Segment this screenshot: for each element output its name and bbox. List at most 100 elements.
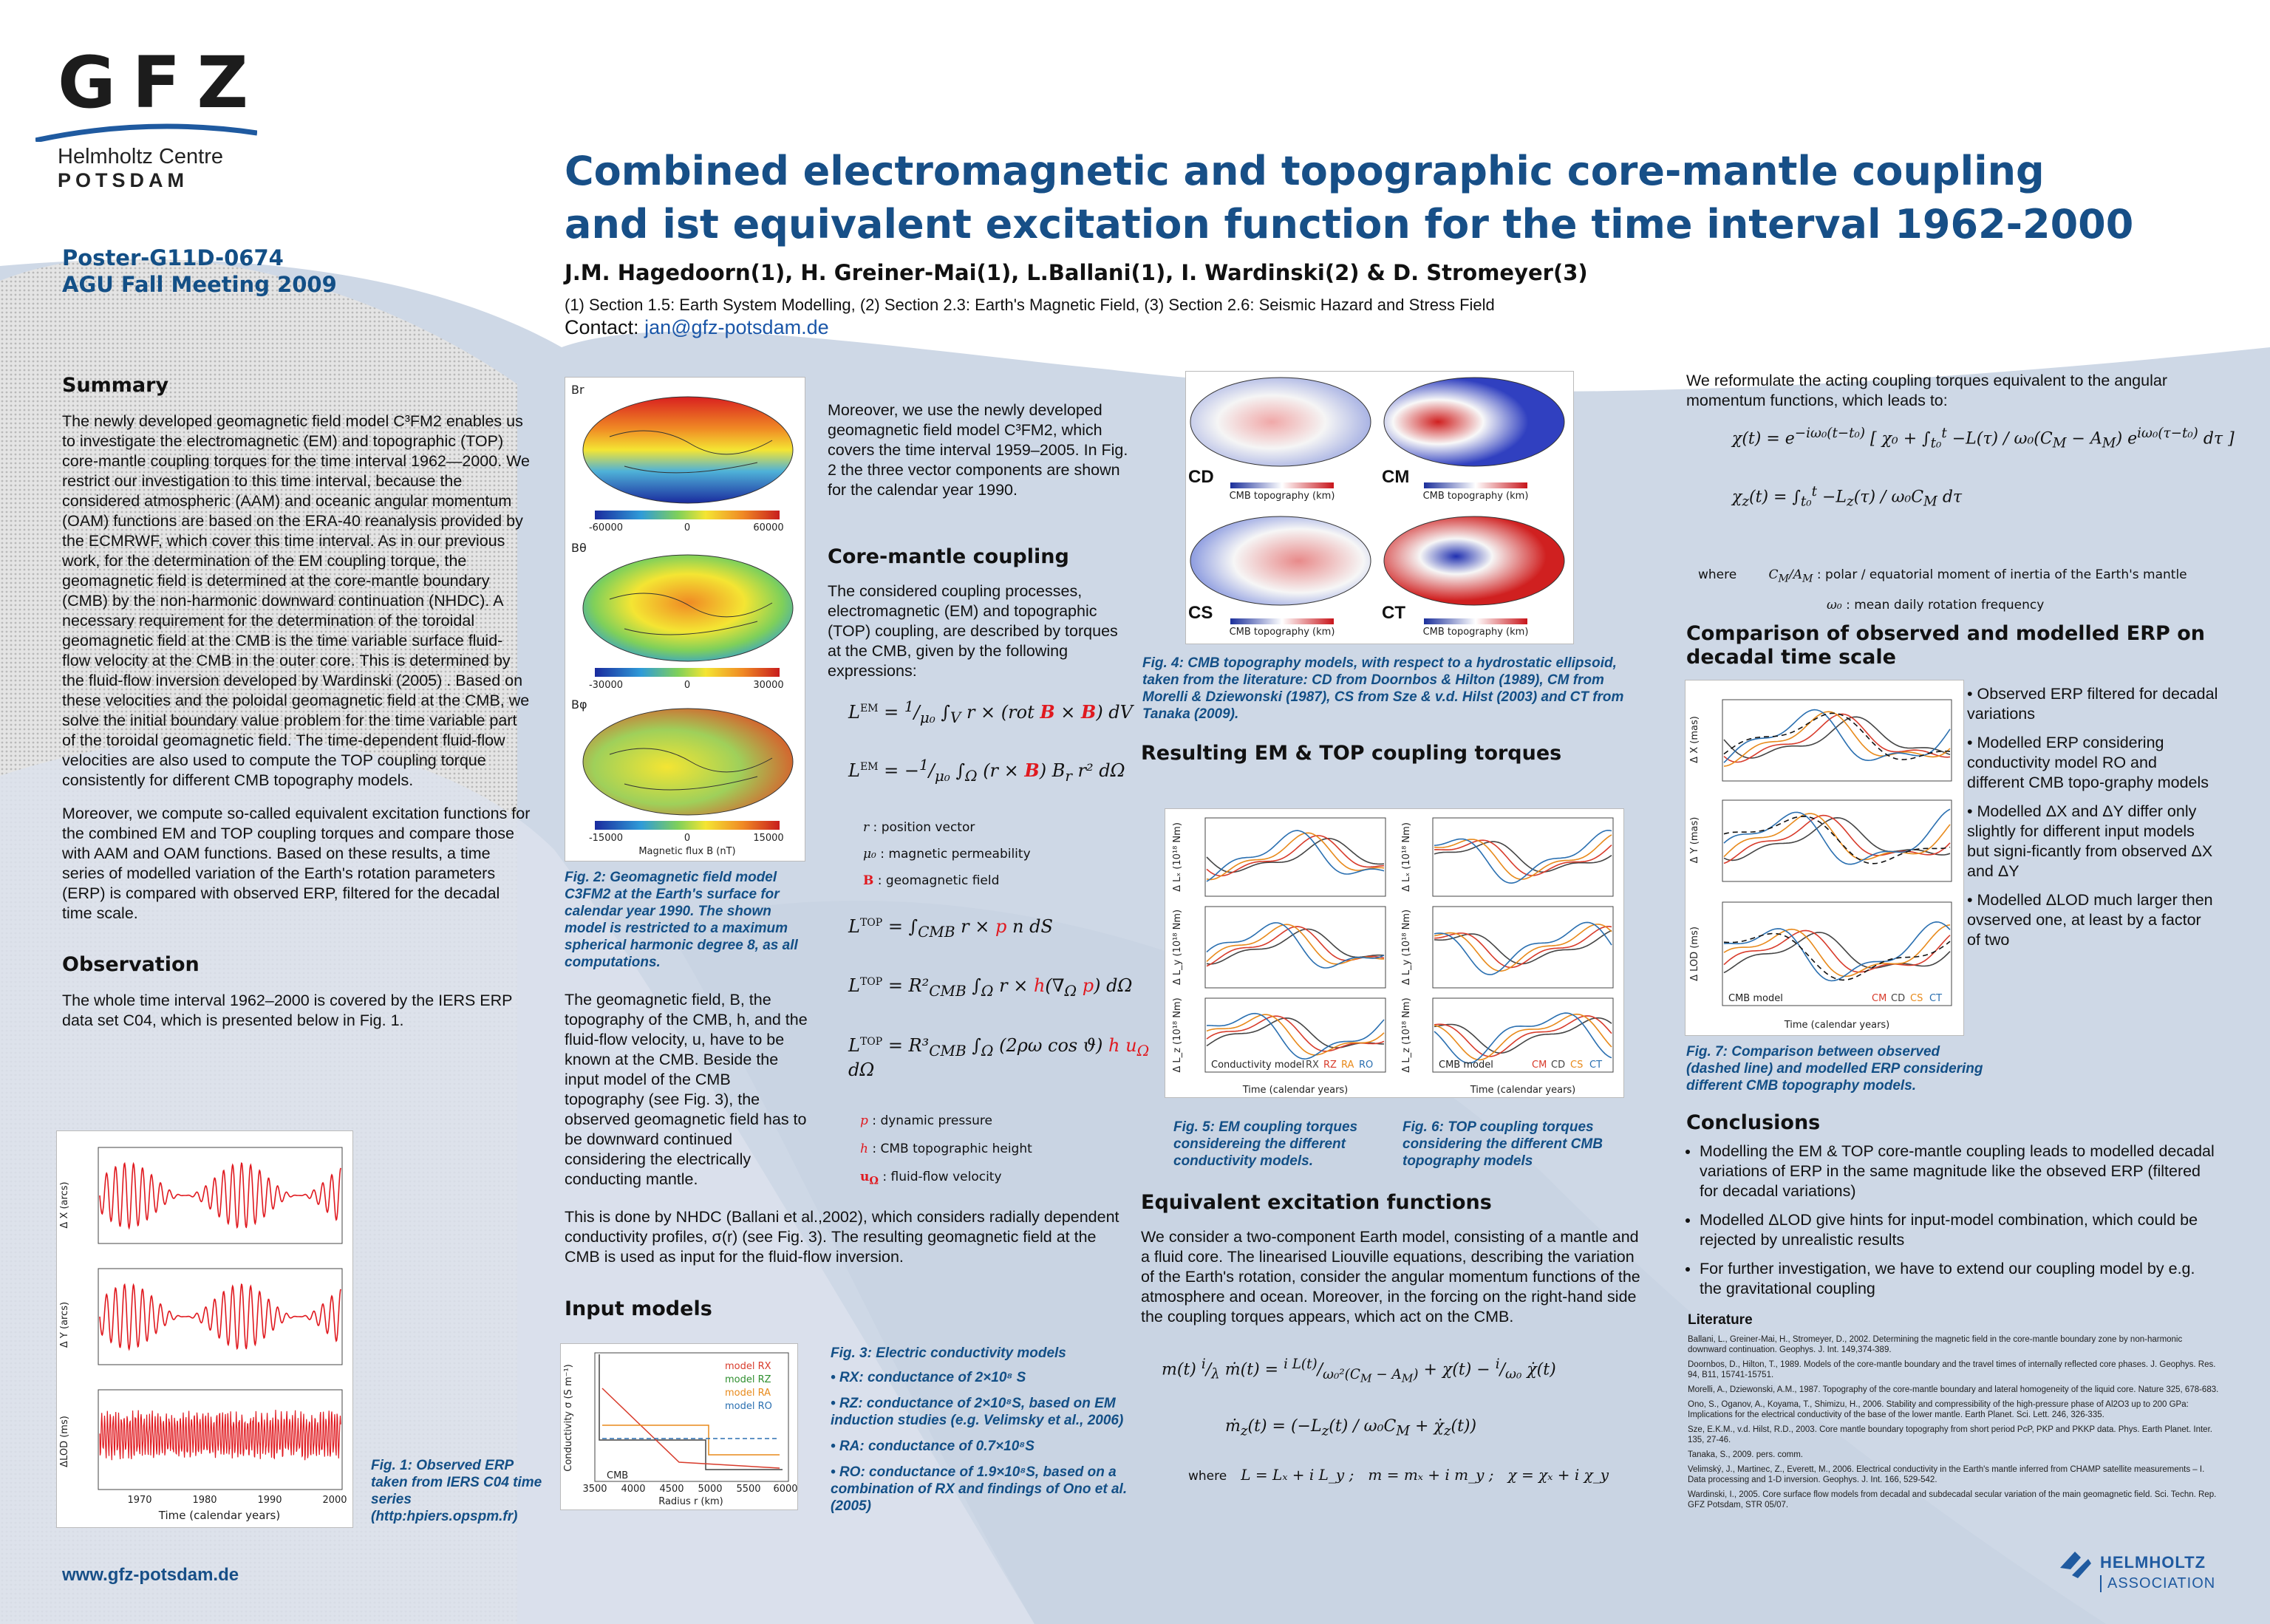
conclusions-heading: Conclusions: [1686, 1111, 2218, 1134]
fig1-xtick: 1990: [257, 1495, 282, 1506]
fig5-ylabel: Δ L_z (10¹⁸ Nm): [1172, 997, 1183, 1072]
torque-equations: LEM = 1/μ₀ ∫V r × (rot B × B) dV LEM = −…: [848, 697, 1159, 1080]
legend-omega: : mean daily rotation frequency: [1846, 598, 2044, 613]
fig3-conductivity-plot: model RX model RZ model RA model RO CMB …: [560, 1343, 798, 1510]
fig4-label-cm: CM: [1382, 467, 1409, 488]
legend-mu: magnetic permeability: [888, 847, 1030, 862]
fig1-ylabel-y: Δ Y (arcs): [59, 1302, 70, 1348]
fig2-scale-tick: 0: [684, 833, 690, 844]
fig4-map-cm: [1384, 378, 1564, 466]
eq-chi-z: χz(t) = ∫t₀t −Lz(τ) / ω₀CM dτ: [1732, 484, 2249, 510]
fig5-model-label: Conductivity model: [1211, 1060, 1304, 1071]
fig4-label-ct: CT: [1382, 603, 1405, 624]
gfz-logo: GFZ Helmholtz Centre POTSDAM: [58, 46, 265, 192]
fig2-scale-tick: -60000: [589, 522, 623, 533]
logo-line2: POTSDAM: [58, 169, 265, 192]
footer-url-link[interactable]: www.gfz-potsdam.de: [62, 1565, 239, 1586]
conclusions-section: Conclusions Modelling the EM & TOP core-…: [1686, 1111, 2218, 1308]
excitation-legend: where CM/AM : polar / equatorial moment …: [1698, 562, 2215, 618]
fig5-xlabel: Time (calendar years): [1242, 1085, 1349, 1096]
fig3-xtick: 4500: [659, 1484, 684, 1495]
contact-label: Contact:: [565, 316, 639, 338]
contact: Contact: jan@gfz-potsdam.de: [565, 316, 829, 339]
fig3-caption-title: Fig. 3: Electric conductivity models: [831, 1345, 1141, 1362]
literature-item: Tanaka, S., 2009. pers. comm.: [1688, 1450, 2220, 1460]
affiliations: (1) Section 1.5: Earth System Modelling,…: [565, 296, 1495, 315]
col2-intro: Moreover, we use the newly developed geo…: [828, 400, 1132, 500]
fig6-legend-ct: CT: [1589, 1060, 1602, 1071]
fig4-map-cs: [1190, 516, 1371, 605]
fig7-legend-cm: CM: [1872, 993, 1886, 1004]
fig2-unit: Magnetic flux B (nT): [638, 846, 735, 857]
legend-p: dynamic pressure: [880, 1113, 992, 1128]
fig7-legend-cs: CS: [1910, 993, 1923, 1004]
plot-trace: [1724, 816, 1950, 864]
fig7-caption: Fig. 7: Comparison between observed (das…: [1686, 1043, 1997, 1094]
authors: J.M. Hagedoorn(1), H. Greiner-Mai(1), L.…: [565, 260, 1588, 285]
fig4-cmb-topography-maps: CMB topography (km) CMB topography (km) …: [1185, 371, 1574, 644]
fig5-legend-ro: RO: [1359, 1060, 1373, 1071]
fig2-label-btheta: Bθ: [571, 541, 587, 555]
fig3-xtick: 5000: [698, 1484, 722, 1495]
eq-ltop-2: LTOP = R²CMB ∫Ω r × h(∇Ω p) dΩ: [848, 975, 1159, 1000]
cmc-section: Core-mantle coupling The considered coup…: [828, 545, 1132, 681]
observation-heading: Observation: [62, 953, 531, 976]
fig2-scale-tick: 60000: [753, 522, 783, 533]
fig1-erp-plot: Δ X (arcs) Δ Y (arcs) ΔLOD (ms) 1970 198…: [56, 1130, 353, 1528]
fig3-xtick: 3500: [582, 1484, 607, 1495]
fig3-cmb-label: CMB: [607, 1470, 628, 1481]
observation-text: The whole time interval 1962–2000 is cov…: [62, 991, 531, 1031]
plot-trace: [1434, 840, 1612, 876]
helmholtz-line2: ASSOCIATION: [2100, 1575, 2215, 1592]
eq-ltop-3: LTOP = R³CMB ∫Ω (2ρω cos ϑ) h uΩ dΩ: [848, 1035, 1159, 1080]
fig6-legend-cd: CD: [1551, 1060, 1565, 1071]
fig6-ylabel: Δ L_z (10¹⁸ Nm): [1401, 997, 1412, 1072]
contact-email-link[interactable]: jan@gfz-potsdam.de: [644, 316, 829, 338]
fig1-xtick: 1980: [192, 1495, 217, 1506]
conclusion-item: Modelled ΔLOD give hints for input-model…: [1700, 1210, 2218, 1250]
fig6-model-label: CMB model: [1439, 1060, 1493, 1071]
fig7-xlabel: Time (calendar years): [1784, 1020, 1890, 1031]
fig2-label-bphi: Bφ: [571, 697, 587, 712]
eq-legend-1: r : position vector μ₀ : magnetic permea…: [863, 814, 1159, 894]
fig1-xtick: 2000: [322, 1495, 347, 1506]
fig6-xlabel: Time (calendar years): [1470, 1085, 1576, 1096]
fig7-ylabel-y: Δ Y (mas): [1689, 817, 1700, 864]
fig3-item: • RO: conductance of 1.9×10⁸S, based on …: [831, 1464, 1141, 1515]
literature-item: Velimský, J., Martinec, Z., Everett, M.,…: [1688, 1464, 2220, 1485]
literature-item: Morelli, A., Dziewonski, A.M., 1987. Top…: [1688, 1385, 2220, 1395]
helmholtz-icon: [2056, 1546, 2094, 1584]
title-line1: Combined electromagnetic and topographic…: [565, 145, 2133, 198]
fig1-x-series: [100, 1163, 341, 1228]
comparison-bullet: • Modelled ΔLOD much larger then ovserve…: [1967, 890, 2218, 950]
fig7-ylabel-x: Δ X (mas): [1689, 716, 1700, 763]
fig4-unit: CMB topography (km): [1230, 627, 1335, 638]
fig4-label-cd: CD: [1188, 467, 1214, 488]
fig2-scale-tick: -30000: [589, 680, 623, 691]
fig2-scale-tick: -15000: [589, 833, 623, 844]
fig4-unit: CMB topography (km): [1423, 491, 1529, 502]
fig3-item: • RA: conductance of 0.7×10⁸S: [831, 1438, 1141, 1455]
fig5-caption: Fig. 5: EM coupling torques considereing…: [1173, 1119, 1388, 1170]
fig4-map-ct: [1384, 516, 1564, 605]
liouville-equations: m(t) i/λ ṁ(t) = i L(t)/ω₀²(CM − AM) + χ(…: [1162, 1357, 1620, 1484]
literature-item: Wardinski, I., 2005. Core surface flow m…: [1688, 1490, 2220, 1510]
eq-ltop-1: LTOP = ∫CMB r × p n dS: [848, 916, 1159, 941]
fig7-legend-cd: CD: [1891, 993, 1905, 1004]
fig2-caption: Fig. 2: Geomagnetic field model C3FM2 at…: [565, 869, 814, 971]
eq-lem-2: LEM = −1/μ₀ ∫Ω (r × B) Br r² dΩ: [848, 756, 1159, 785]
fig4-label-cs: CS: [1188, 603, 1213, 624]
fig3-legend-ra: model RA: [725, 1388, 771, 1399]
literature-item: Sze, E.K.M., v.d. Hilst, R.D., 2003. Cor…: [1688, 1425, 2220, 1445]
literature-item: Ono, S., Oganov, A., Koyama, T., Shimizu…: [1688, 1399, 2220, 1420]
fig1-caption: Fig. 1: Observed ERP taken from IERS C04…: [371, 1457, 548, 1525]
fig7-ylabel-lod: Δ LOD (ms): [1689, 927, 1700, 981]
fig5-ylabel: Δ L_y (10¹⁸ Nm): [1172, 910, 1183, 985]
literature-heading: Literature: [1688, 1312, 2220, 1328]
cmc-text-2: The geomagnetic field, B, the topography…: [565, 990, 808, 1190]
legend-b: geomagnetic field: [886, 873, 999, 888]
fig2-map-bphi: [583, 709, 793, 830]
fig5-legend-ra: RA: [1341, 1060, 1354, 1071]
fig3-legend-ro: model RO: [725, 1401, 772, 1412]
fig6-ylabel: Δ Lₓ (10¹⁸ Nm): [1401, 822, 1412, 892]
